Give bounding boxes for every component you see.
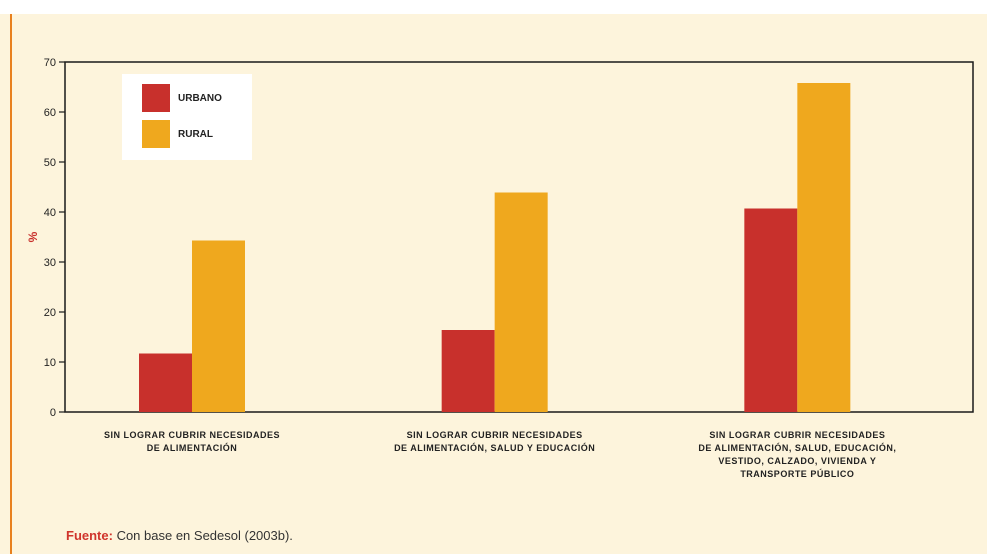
- bar-urbano-1: [139, 353, 192, 412]
- source-key: Fuente:: [66, 528, 113, 543]
- source-note: Fuente: Con base en Sedesol (2003b).: [66, 528, 293, 543]
- y-tick-label: 0: [50, 407, 56, 419]
- category-label: TRANSPORTE PÚBLICO: [740, 468, 854, 479]
- bar-urbano-2: [441, 330, 495, 412]
- category-label: VESTIDO, CALZADO, VIVIENDA Y: [718, 456, 876, 466]
- legend-label-urbano: URBANO: [178, 93, 222, 104]
- bar-urbano-3: [744, 208, 798, 412]
- y-tick-label: 50: [44, 157, 56, 169]
- y-tick-label: 40: [44, 207, 56, 219]
- legend-swatch-urbano: [142, 84, 170, 112]
- bar-rural-3: [797, 83, 851, 412]
- category-label: SIN LOGRAR CUBRIR NECESIDADES: [407, 430, 583, 440]
- bar-rural-1: [192, 240, 245, 412]
- legend: URBANO RURAL: [122, 74, 252, 160]
- legend-swatch-rural: [142, 120, 170, 148]
- y-tick-label: 70: [44, 57, 56, 69]
- y-tick-label: 60: [44, 107, 56, 119]
- bar-rural-2: [494, 192, 548, 412]
- y-tick-label: 20: [44, 307, 56, 319]
- left-accent-rule: [10, 14, 12, 554]
- category-label: SIN LOGRAR CUBRIR NECESIDADES: [104, 430, 280, 440]
- category-label: DE ALIMENTACIÓN: [147, 442, 238, 453]
- category-label: SIN LOGRAR CUBRIR NECESIDADES: [709, 430, 885, 440]
- legend-box: [122, 74, 252, 160]
- category-label: DE ALIMENTACIÓN, SALUD, EDUCACIÓN,: [698, 442, 896, 453]
- legend-label-rural: RURAL: [178, 129, 213, 140]
- y-tick-label: 30: [44, 257, 56, 269]
- y-tick-label: 10: [44, 357, 56, 369]
- source-text: Con base en Sedesol (2003b).: [112, 528, 293, 543]
- y-axis-label: %: [26, 231, 40, 242]
- category-label: DE ALIMENTACIÓN, SALUD Y EDUCACIÓN: [394, 442, 595, 453]
